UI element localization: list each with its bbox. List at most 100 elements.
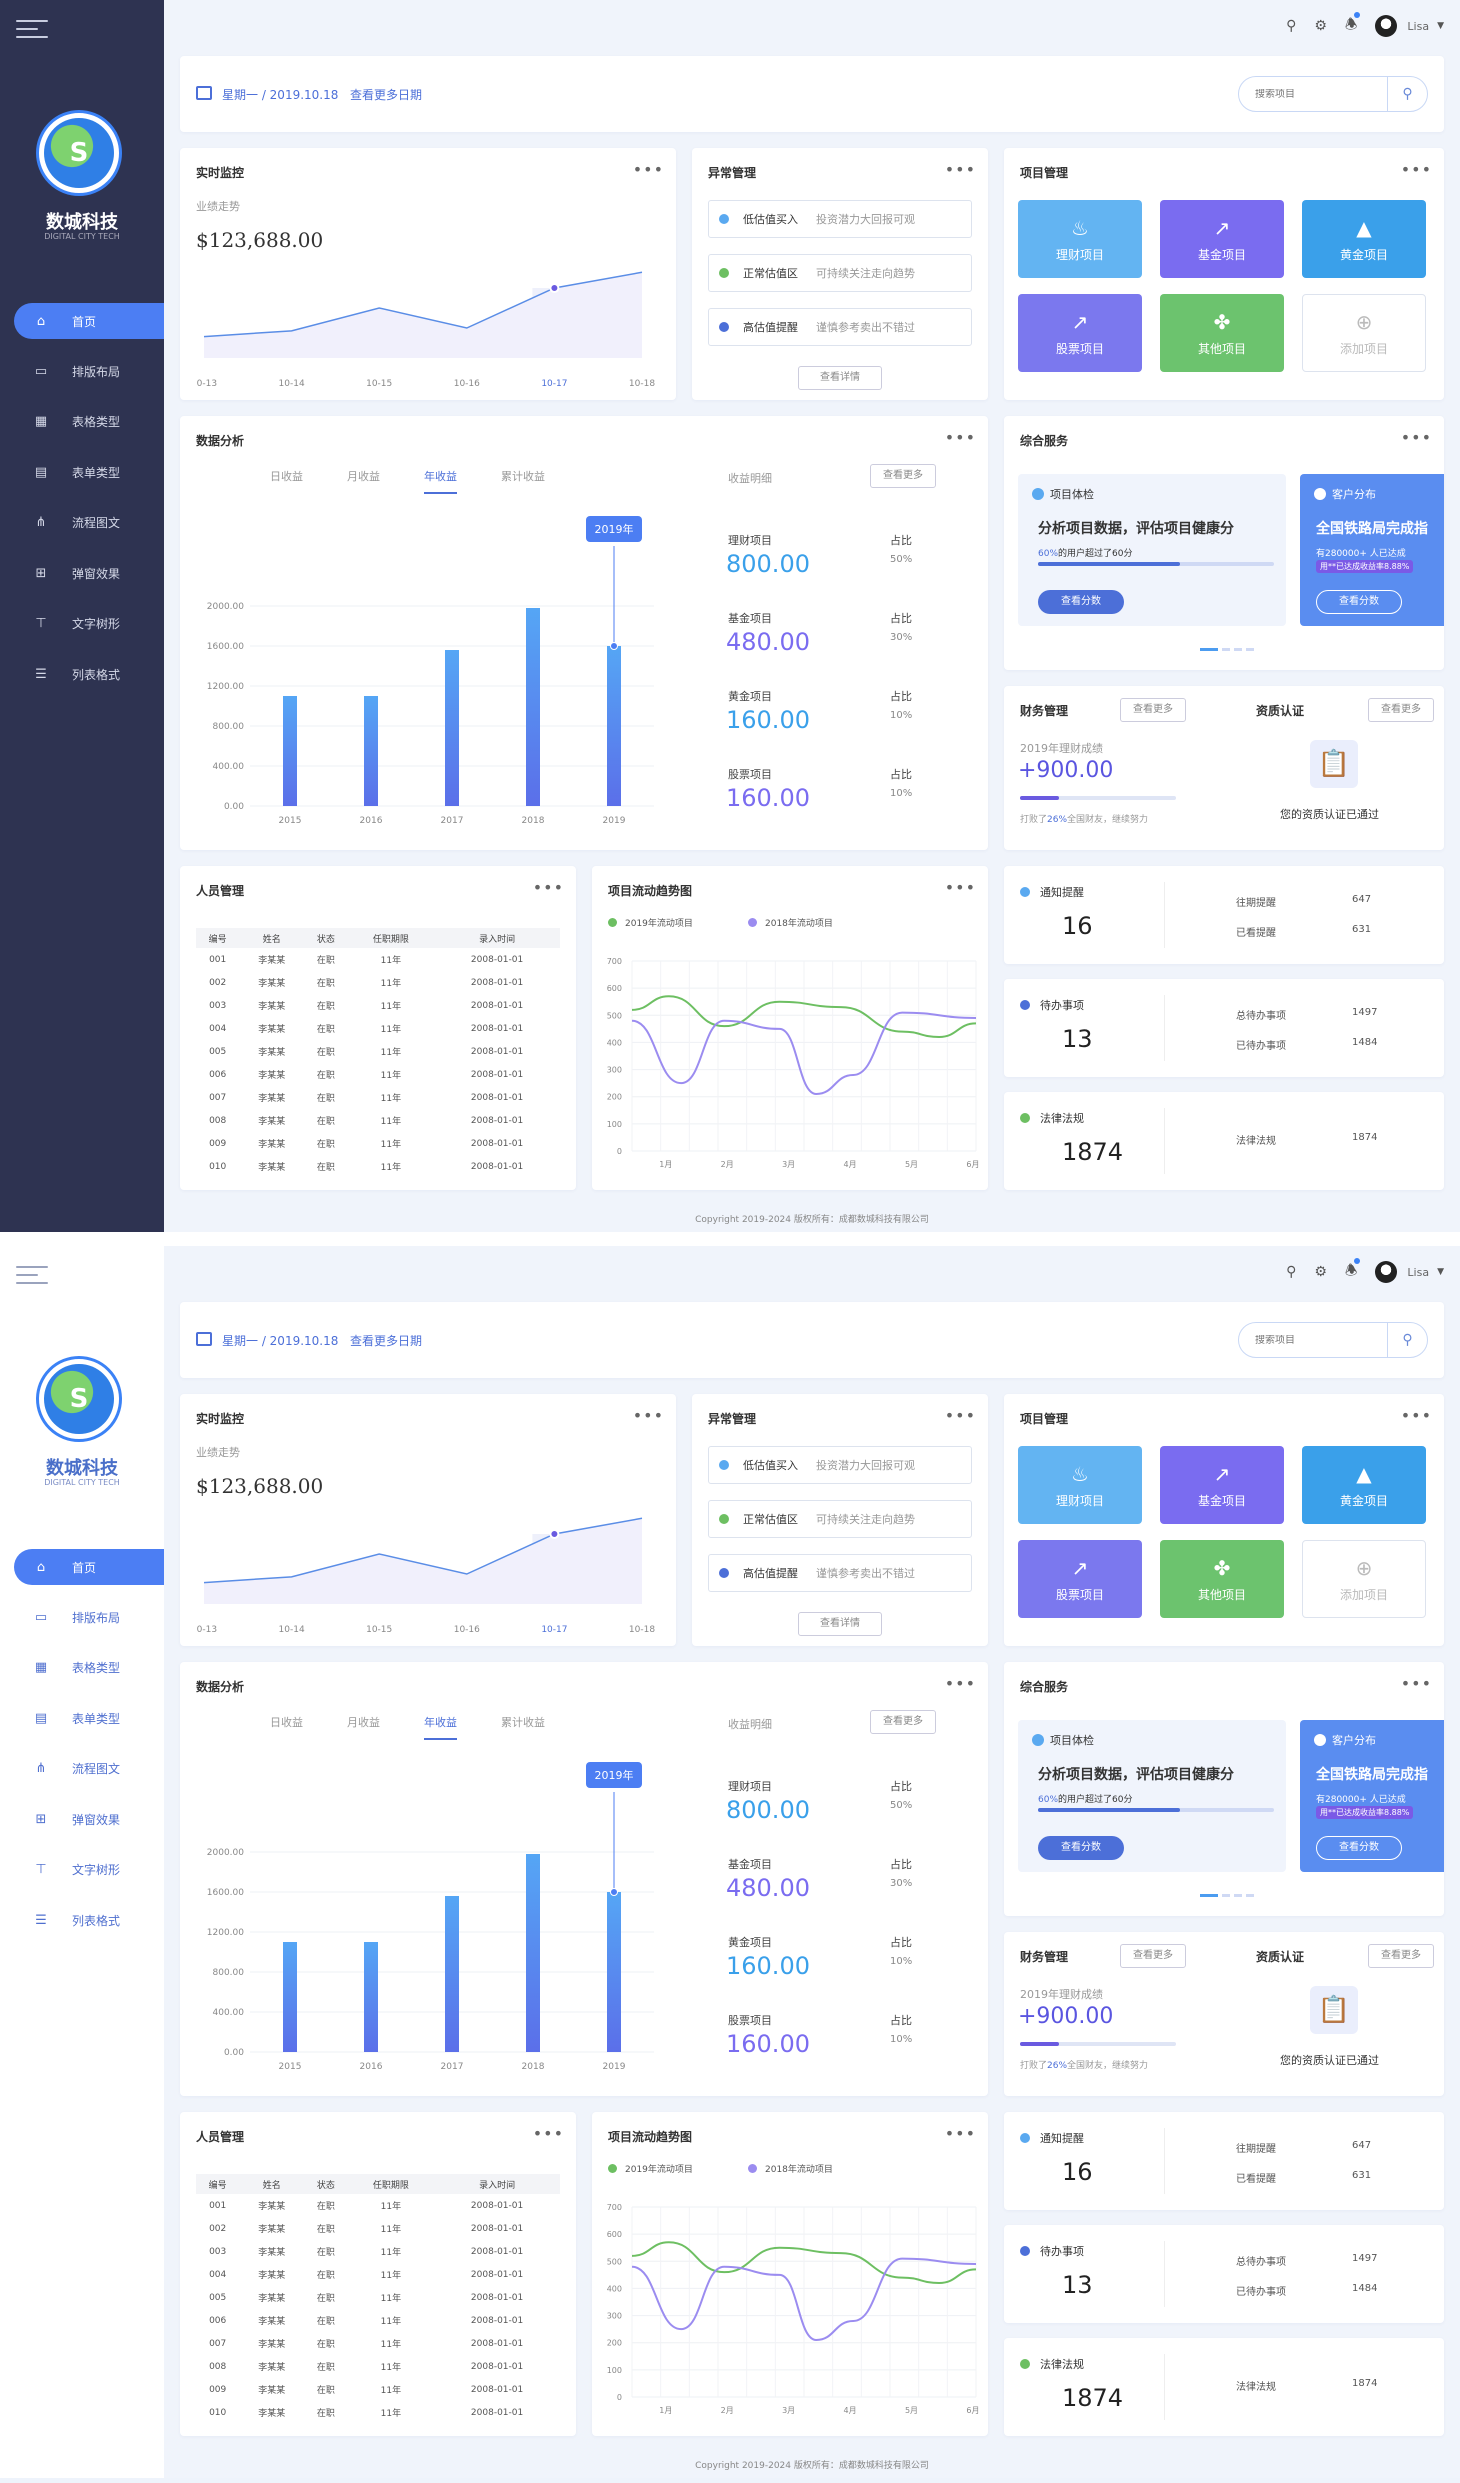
finance-more-button[interactable]: 查看更多: [1120, 1944, 1186, 1968]
sidebar-item-4[interactable]: ⋔ 流程图文: [0, 498, 164, 549]
anomaly-item[interactable]: 高估值提醒 谨慎参考卖出不错过: [708, 1554, 972, 1592]
table-row[interactable]: 008 李某某 在职 11年 2008-01-01: [196, 2355, 560, 2378]
bar-2017[interactable]: [445, 650, 459, 806]
sidebar-item-5[interactable]: ⊞ 弹窗效果: [0, 548, 164, 599]
sidebar-item-2[interactable]: ▦ 表格类型: [0, 1643, 164, 1694]
table-row[interactable]: 007 李某某 在职 11年 2008-01-01: [196, 2332, 560, 2355]
tab-1[interactable]: 月收益: [347, 470, 380, 483]
search-button[interactable]: ⚲: [1387, 1323, 1427, 1357]
more-button[interactable]: 查看更多: [870, 464, 936, 488]
bar-2019[interactable]: [607, 1892, 621, 2052]
carousel-dots[interactable]: [1200, 1894, 1254, 1897]
series-line[interactable]: [631, 1011, 977, 1096]
highlight-point[interactable]: [549, 283, 560, 293]
more-icon[interactable]: •••: [1400, 1406, 1432, 1425]
more-icon[interactable]: •••: [1400, 160, 1432, 179]
tile-add[interactable]: ⊕ 添加项目: [1302, 1540, 1426, 1618]
more-button[interactable]: 查看更多: [870, 1710, 936, 1734]
legend-item[interactable]: 2019年流动项目: [608, 916, 693, 929]
legend-item[interactable]: 2018年流动项目: [748, 2162, 833, 2175]
series-line[interactable]: [631, 2241, 977, 2285]
table-row[interactable]: 003 李某某 在职 11年 2008-01-01: [196, 2240, 560, 2263]
more-icon[interactable]: •••: [944, 1674, 976, 1693]
sidebar-item-7[interactable]: ☰ 列表格式: [0, 1895, 164, 1946]
table-row[interactable]: 002 李某某 在职 11年 2008-01-01: [196, 971, 560, 994]
tile-chart[interactable]: ↗ 基金项目: [1160, 200, 1284, 278]
more-icon[interactable]: •••: [1400, 1674, 1432, 1693]
highlight-point[interactable]: [549, 1529, 560, 1539]
tab-3[interactable]: 累计收益: [501, 470, 545, 483]
table-row[interactable]: 008 李某某 在职 11年 2008-01-01: [196, 1109, 560, 1132]
table-row[interactable]: 002 李某某 在职 11年 2008-01-01: [196, 2217, 560, 2240]
sidebar-item-2[interactable]: ▦ 表格类型: [0, 397, 164, 448]
more-icon[interactable]: •••: [532, 878, 564, 897]
table-row[interactable]: 004 李某某 在职 11年 2008-01-01: [196, 2263, 560, 2286]
legend-item[interactable]: 2019年流动项目: [608, 2162, 693, 2175]
user-name[interactable]: Lisa: [1407, 19, 1430, 33]
table-row[interactable]: 006 李某某 在职 11年 2008-01-01: [196, 2309, 560, 2332]
anomaly-item[interactable]: 高估值提醒 谨慎参考卖出不错过: [708, 308, 972, 346]
view-details-button[interactable]: 查看详情: [798, 366, 882, 390]
view-details-button[interactable]: 查看详情: [798, 1612, 882, 1636]
tab-2[interactable]: 年收益: [424, 1714, 457, 1740]
tile-stock[interactable]: ↗ 股票项目: [1018, 294, 1142, 372]
more-dates-link[interactable]: 查看更多日期: [350, 1334, 423, 1348]
avatar[interactable]: [1375, 1261, 1398, 1283]
bar-2016[interactable]: [364, 1942, 378, 2052]
tab-2[interactable]: 年收益: [424, 468, 457, 494]
tile-add[interactable]: ⊕ 添加项目: [1302, 294, 1426, 372]
search-input[interactable]: [1255, 88, 1395, 100]
table-row[interactable]: 005 李某某 在职 11年 2008-01-01: [196, 2286, 560, 2309]
sidebar-item-5[interactable]: ⊞ 弹窗效果: [0, 1794, 164, 1845]
bell-icon[interactable]: 🕭: [1345, 12, 1360, 38]
gear-icon[interactable]: ⚙: [1314, 18, 1327, 34]
search-icon[interactable]: ⚲: [1286, 18, 1297, 34]
more-icon[interactable]: •••: [944, 428, 976, 447]
bar-2018[interactable]: [526, 608, 540, 806]
table-row[interactable]: 010 李某某 在职 11年 2008-01-01: [196, 1155, 560, 1178]
gear-icon[interactable]: ⚙: [1314, 1264, 1327, 1280]
table-row[interactable]: 009 李某某 在职 11年 2008-01-01: [196, 1132, 560, 1155]
more-icon[interactable]: •••: [532, 2124, 564, 2143]
table-row[interactable]: 004 李某某 在职 11年 2008-01-01: [196, 1017, 560, 1040]
sidebar-item-1[interactable]: ▭ 排版布局: [0, 1592, 164, 1643]
table-row[interactable]: 009 李某某 在职 11年 2008-01-01: [196, 2378, 560, 2401]
user-name[interactable]: Lisa: [1407, 1265, 1430, 1279]
sidebar-item-0[interactable]: ⌂ 首页: [14, 303, 164, 339]
search-button[interactable]: ⚲: [1387, 77, 1427, 111]
table-row[interactable]: 001 李某某 在职 11年 2008-01-01: [196, 948, 560, 971]
table-row[interactable]: 005 李某某 在职 11年 2008-01-01: [196, 1040, 560, 1063]
tile-clover[interactable]: ✤ 其他项目: [1160, 294, 1284, 372]
anomaly-item[interactable]: 低估值买入 投资潜力大回报可观: [708, 200, 972, 238]
table-row[interactable]: 001 李某某 在职 11年 2008-01-01: [196, 2194, 560, 2217]
more-icon[interactable]: •••: [944, 878, 976, 897]
anomaly-item[interactable]: 低估值买入 投资潜力大回报可观: [708, 1446, 972, 1484]
menu-icon[interactable]: [16, 1266, 48, 1286]
cert-more-button[interactable]: 查看更多: [1368, 1944, 1434, 1968]
sidebar-item-7[interactable]: ☰ 列表格式: [0, 649, 164, 700]
view-score-button[interactable]: 查看分数: [1038, 1836, 1124, 1860]
anomaly-item[interactable]: 正常估值区 可持续关注走向趋势: [708, 254, 972, 292]
search-icon[interactable]: ⚲: [1286, 1264, 1297, 1280]
view-score-button[interactable]: 查看分数: [1316, 590, 1402, 614]
more-dates-link[interactable]: 查看更多日期: [350, 88, 423, 102]
tile-clover[interactable]: ✤ 其他项目: [1160, 1540, 1284, 1618]
bar-2019[interactable]: [607, 646, 621, 806]
tile-wallet[interactable]: ♨ 理财项目: [1018, 200, 1142, 278]
tab-3[interactable]: 累计收益: [501, 1716, 545, 1729]
more-icon[interactable]: •••: [944, 2124, 976, 2143]
legend-item[interactable]: 2018年流动项目: [748, 916, 833, 929]
series-line[interactable]: [631, 995, 977, 1039]
chevron-down-icon[interactable]: ▼: [1437, 21, 1444, 31]
table-row[interactable]: 003 李某某 在职 11年 2008-01-01: [196, 994, 560, 1017]
series-line[interactable]: [631, 2257, 977, 2342]
table-row[interactable]: 010 李某某 在职 11年 2008-01-01: [196, 2401, 560, 2424]
sidebar-item-0[interactable]: ⌂ 首页: [14, 1549, 164, 1585]
sidebar-item-6[interactable]: ⊤ 文字树形: [0, 1845, 164, 1896]
tile-wallet[interactable]: ♨ 理财项目: [1018, 1446, 1142, 1524]
bell-icon[interactable]: 🕭: [1345, 1258, 1360, 1284]
more-icon[interactable]: •••: [632, 1406, 664, 1425]
tab-0[interactable]: 日收益: [270, 1716, 303, 1729]
sidebar-item-3[interactable]: ▤ 表单类型: [0, 447, 164, 498]
view-score-button[interactable]: 查看分数: [1316, 1836, 1402, 1860]
